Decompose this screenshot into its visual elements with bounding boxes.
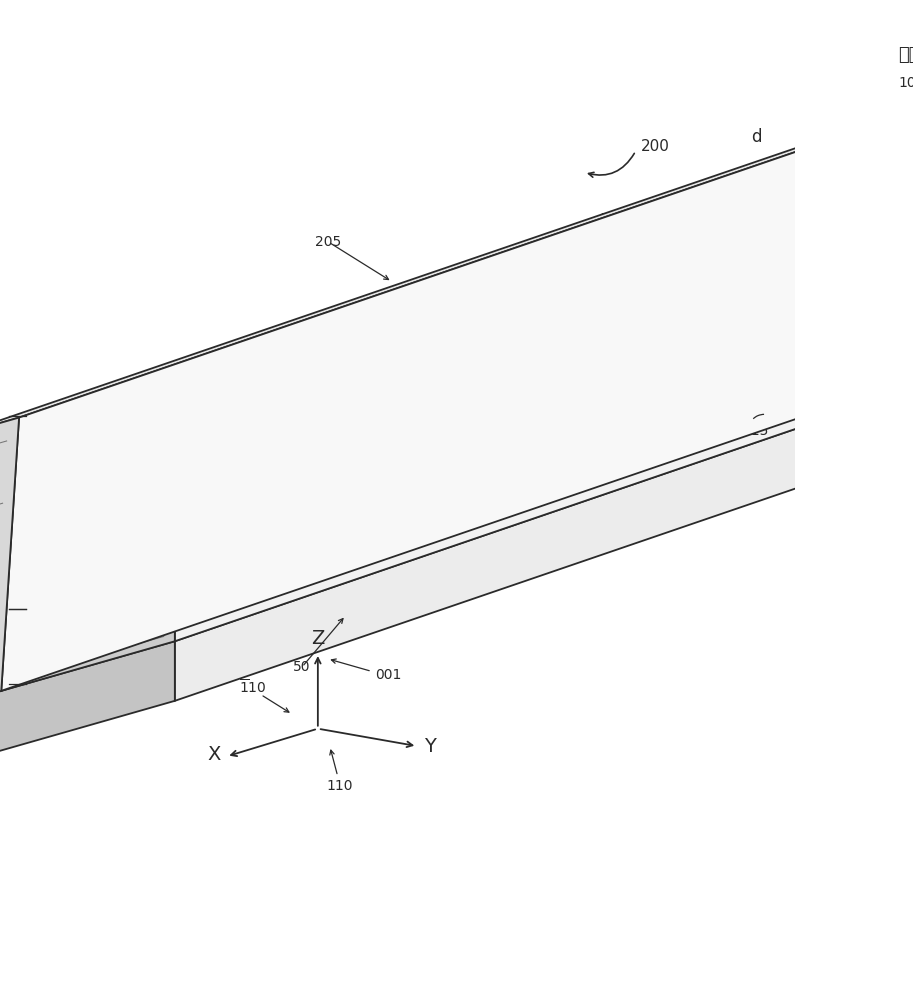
Text: 100: 100 [898, 76, 913, 90]
Polygon shape [174, 256, 913, 641]
Text: 110 平面: 110 平面 [170, 530, 217, 544]
Text: a: a [41, 504, 51, 522]
Text: b: b [41, 638, 51, 656]
Polygon shape [0, 418, 19, 702]
Text: 200: 200 [641, 139, 670, 154]
Text: $\phi$: $\phi$ [740, 414, 751, 433]
Text: 215: 215 [741, 424, 768, 438]
Text: Y: Y [424, 737, 436, 756]
Text: 205: 205 [315, 235, 341, 249]
Text: Z: Z [311, 629, 324, 648]
Text: d: d [750, 128, 761, 146]
Polygon shape [174, 311, 913, 701]
Text: X: X [207, 745, 221, 764]
Text: 110: 110 [327, 779, 353, 793]
Text: $\overline{1}$10: $\overline{1}$10 [239, 678, 267, 696]
Text: 50: 50 [293, 660, 310, 674]
Text: 210: 210 [54, 544, 80, 558]
Polygon shape [0, 641, 174, 828]
Text: 平面: 平面 [898, 46, 913, 64]
Polygon shape [1, 108, 913, 691]
Polygon shape [0, 108, 913, 437]
Polygon shape [0, 311, 913, 768]
Polygon shape [0, 256, 913, 680]
Polygon shape [0, 566, 174, 756]
Text: 001: 001 [375, 668, 402, 682]
